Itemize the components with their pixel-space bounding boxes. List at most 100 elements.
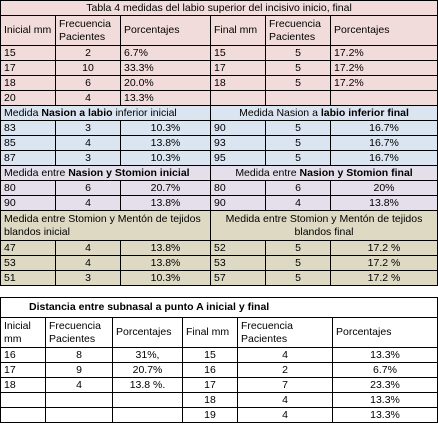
cell: 83	[0, 120, 56, 136]
cell: 90	[210, 195, 266, 211]
cell: 4	[45, 377, 113, 393]
cell: 3	[55, 150, 121, 166]
cell	[0, 392, 46, 408]
cell: 87	[0, 150, 56, 166]
cell-text: 6	[85, 76, 91, 89]
row: 87 3 10.3% 95 5 16.7%	[0, 150, 438, 166]
cell-text: 5	[295, 61, 301, 74]
cell-text: 17.2%	[334, 61, 364, 74]
cell-text: 16.7%	[369, 136, 399, 149]
cell-text: 52	[214, 241, 226, 254]
cell-text: 15	[4, 46, 16, 59]
cell-text: 4	[85, 256, 91, 269]
cell-text: 13.3%	[370, 408, 400, 421]
cell: 2	[55, 45, 121, 61]
cell: 53	[210, 255, 266, 271]
table-2: Distancia entre subnasal a punto A inici…	[0, 297, 438, 423]
row: Tabla 4 medidas del labio superior del i…	[0, 0, 438, 16]
row: 51 3 10.3% 57 5 17.2 %	[0, 270, 438, 286]
cell-text: 31%,	[135, 348, 160, 361]
cell-text: 20.7%	[150, 181, 181, 194]
cell: 6.7%	[331, 362, 438, 378]
cell-text: 19	[204, 408, 216, 421]
cell-text: 85	[4, 136, 16, 149]
cell: 16.7%	[329, 150, 438, 166]
cell	[45, 407, 113, 423]
heading-part: Medida entre Stomion y Mentón de tejidos…	[225, 212, 423, 238]
cell: 93	[210, 135, 266, 151]
cell: 2	[237, 362, 333, 378]
cell: 18	[182, 392, 238, 408]
cell: 19	[182, 407, 238, 423]
cell: 51	[0, 270, 56, 286]
cell-text: 5	[295, 256, 301, 269]
cell: 5	[265, 60, 331, 76]
cell: 10.3%	[120, 270, 211, 286]
cell: 18	[0, 75, 56, 91]
cell: 4	[237, 392, 333, 408]
cell: 17	[0, 60, 56, 76]
cell: 13.8%	[120, 195, 211, 211]
header-cell: Frecuencia Pacientes	[265, 15, 331, 46]
cell: 6.7%	[120, 45, 211, 61]
cell: 17.2%	[329, 60, 438, 76]
cell-text: 95	[214, 151, 226, 164]
cell: 6	[265, 180, 331, 196]
cell: 17	[0, 362, 46, 378]
section-heading: Medida entre Stomion y Mentón de tejidos…	[0, 210, 211, 241]
cell: 90	[0, 195, 56, 211]
cell: 10	[55, 60, 121, 76]
heading-part: Nasion y Stomion inicial	[68, 166, 190, 179]
cell-text: 90	[4, 196, 16, 209]
cell: 5	[265, 45, 331, 61]
cell-text: 13.3%	[370, 393, 400, 406]
cell-text: 4	[282, 408, 288, 421]
cell-text: 10.3%	[150, 121, 181, 134]
cell: 20%	[329, 180, 438, 196]
heading-part: labio inferior final	[320, 106, 409, 119]
row: Medida entre Stomion y Mentón de tejidos…	[0, 210, 438, 241]
heading-part: Nasion a labio	[41, 106, 113, 119]
cell: 4	[237, 347, 333, 363]
cell-text: 13.8%	[369, 196, 399, 209]
cell: 17.2%	[329, 45, 438, 61]
cell	[112, 407, 183, 423]
cell-text: 17	[214, 61, 226, 74]
row: 19 4 13.3%	[0, 407, 438, 423]
cell: 90	[210, 120, 266, 136]
header-cell: Porcentajes	[331, 317, 438, 348]
row: 15 2 6.7% 15 5 17.2%	[0, 45, 438, 61]
row: 80 6 20.7% 80 6 20%	[0, 180, 438, 196]
row: 47 4 13.8% 52 5 17.2 %	[0, 240, 438, 256]
cell: 18	[0, 377, 46, 393]
cell: 13.8%	[329, 195, 438, 211]
cell-text: 4	[282, 348, 288, 361]
cell-text: 53	[214, 256, 226, 269]
cell-text: 83	[4, 121, 16, 134]
table-title: Distancia entre subnasal a punto A inici…	[0, 297, 438, 318]
row: 18 4 13.8 %. 17 7 23.3%	[0, 377, 438, 393]
cell-text: 4	[282, 393, 288, 406]
cell-text: 16.7%	[369, 151, 399, 164]
cell-text: 8	[76, 348, 82, 361]
row: 53 4 13.8% 53 5 17.2 %	[0, 255, 438, 271]
cell: 17.2 %	[329, 255, 438, 271]
cell-text: 6	[85, 181, 91, 194]
cell-text: 5	[295, 76, 301, 89]
cell-text: 13.3%	[124, 91, 154, 104]
cell	[45, 392, 113, 408]
cell: 6	[55, 180, 121, 196]
cell-text: 51	[4, 271, 16, 284]
cell: 20.7%	[120, 180, 211, 196]
table-title: Tabla 4 medidas del labio superior del i…	[0, 0, 438, 16]
cell-text: 7	[282, 378, 288, 391]
cell: 13.8%	[120, 135, 211, 151]
cell: 4	[55, 135, 121, 151]
cell: 17.2%	[329, 75, 438, 91]
cell-text: 17	[4, 363, 16, 376]
cell	[329, 90, 438, 106]
section-heading: Medida Nasion a labio inferior final	[209, 105, 438, 121]
cell: 33.3%	[120, 60, 211, 76]
cell-text: 80	[214, 181, 226, 194]
